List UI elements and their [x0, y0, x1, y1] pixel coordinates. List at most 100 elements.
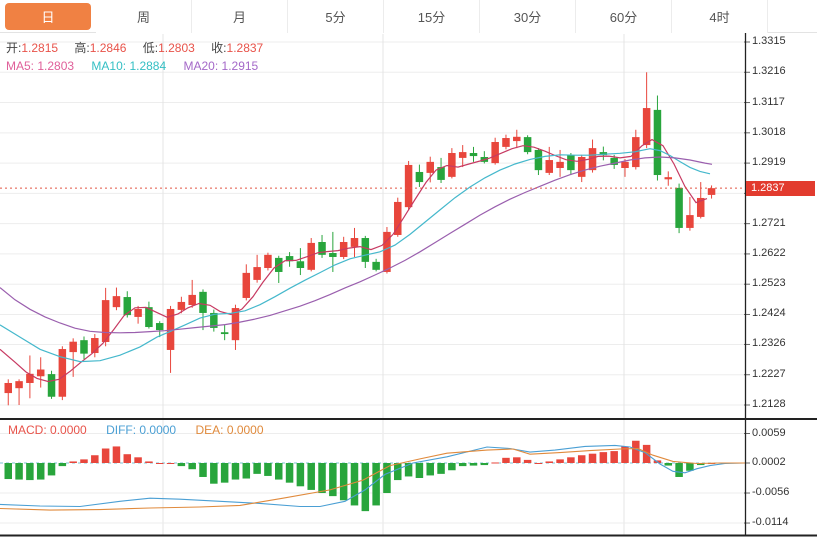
macd-bar: [329, 463, 337, 497]
ohlc-header: 开:1.2815 高:1.2846 低:1.2803 收:1.2837: [6, 39, 276, 56]
price-axis-label: 1.2227: [752, 367, 786, 380]
macd-bar: [199, 463, 207, 477]
candle: [404, 164, 413, 208]
candle: [36, 369, 45, 377]
macd-bar: [36, 463, 45, 480]
tab-月[interactable]: 月: [192, 0, 288, 33]
ma5-label-value: MA5: 1.2803: [6, 59, 75, 73]
candle: [513, 136, 521, 142]
macd-bar: [296, 463, 305, 487]
candle: [112, 296, 121, 308]
macd-bar: [58, 463, 67, 467]
candle: [296, 261, 305, 268]
tab-60分[interactable]: 60分: [576, 0, 672, 33]
candle: [329, 253, 337, 257]
macd-bar: [350, 463, 359, 506]
tab-15分[interactable]: 15分: [384, 0, 480, 33]
macd-bar: [394, 463, 402, 481]
macd-bar: [588, 453, 597, 463]
candle: [242, 272, 251, 298]
macd-bar: [166, 463, 175, 464]
candle: [556, 161, 564, 168]
price-axis-label: 1.3216: [752, 65, 786, 78]
tab-5分[interactable]: 5分: [288, 0, 384, 33]
candle: [383, 231, 391, 272]
candle: [318, 242, 326, 255]
macd-bar: [480, 463, 489, 466]
frame-lines: [0, 33, 817, 537]
macd-bar: [577, 455, 586, 463]
candle: [523, 137, 532, 153]
low-label: 低:: [142, 41, 159, 55]
macd-bar: [210, 463, 218, 484]
candle: [469, 153, 478, 157]
candle: [588, 148, 597, 171]
candle: [437, 167, 445, 180]
candle: [491, 142, 499, 164]
macd-bar: [361, 463, 370, 512]
candle: [80, 340, 88, 354]
tab-周[interactable]: 周: [96, 0, 192, 33]
macd-bar: [318, 463, 326, 494]
candle: [448, 153, 456, 177]
macd-bar: [231, 463, 240, 480]
macd-bar: [101, 448, 110, 463]
candle: [199, 291, 207, 313]
macd-bar: [275, 463, 283, 480]
price-axis-label: 1.2523: [752, 277, 786, 290]
candle: [264, 254, 272, 268]
ma10-line: [0, 148, 711, 363]
open-value: 1.2815: [21, 41, 59, 55]
macd-bar: [534, 463, 543, 464]
candle: [101, 300, 110, 343]
tab-30分[interactable]: 30分: [480, 0, 576, 33]
macd-bar: [242, 463, 251, 479]
close-value: 1.2837: [226, 41, 264, 55]
timeframe-tabbar: 日周月 5分 15分 30分 60分 4时: [0, 0, 817, 33]
high-label: 高:: [74, 41, 90, 55]
macd-bar: [610, 451, 618, 463]
candle: [686, 215, 694, 228]
candle: [394, 201, 402, 235]
candle: [220, 332, 229, 335]
tab-4时[interactable]: 4时: [672, 0, 768, 33]
ma20-label-value: MA20: 1.2915: [183, 59, 259, 73]
tab-日[interactable]: 日: [5, 3, 91, 30]
macd-bar: [404, 463, 413, 477]
price-axis-label: 1.2128: [752, 398, 786, 410]
candle: [285, 256, 294, 262]
price-axis-label: 1.2622: [752, 246, 786, 259]
price-axis-label: 1.2326: [752, 337, 786, 350]
candle: [253, 267, 261, 280]
macd-bar: [307, 463, 315, 490]
macd-bar: [264, 463, 272, 476]
macd-bar: [632, 440, 640, 463]
dea-line: [0, 447, 745, 511]
ma5-line: [0, 138, 708, 383]
macd-bar: [372, 463, 380, 506]
candle: [696, 197, 705, 217]
macd-bar: [383, 463, 391, 494]
price-axis-label: 1.3018: [752, 125, 786, 138]
price-axis-label: 1.2424: [752, 307, 786, 320]
candle: [426, 161, 434, 173]
macd-bar: [448, 463, 456, 471]
macd-bar: [285, 463, 294, 483]
macd-bar: [686, 463, 694, 471]
macd-bar: [253, 463, 261, 474]
macd-bar: [556, 459, 564, 463]
candle: [123, 297, 132, 316]
candle: [69, 341, 77, 353]
candle: [177, 301, 186, 310]
candle: [610, 157, 618, 165]
open-label: 开:: [6, 41, 22, 55]
macd-axis-label: -0.0114: [752, 516, 789, 529]
candle: [15, 381, 23, 389]
high-value: 1.2846: [89, 41, 127, 55]
candle: [415, 171, 424, 183]
macd-bar: [220, 463, 229, 483]
macd-bar: [567, 457, 575, 463]
ma10-label-value: MA10: 1.2884: [91, 59, 167, 73]
macd-bar: [26, 463, 34, 481]
macd-bar: [513, 457, 521, 463]
